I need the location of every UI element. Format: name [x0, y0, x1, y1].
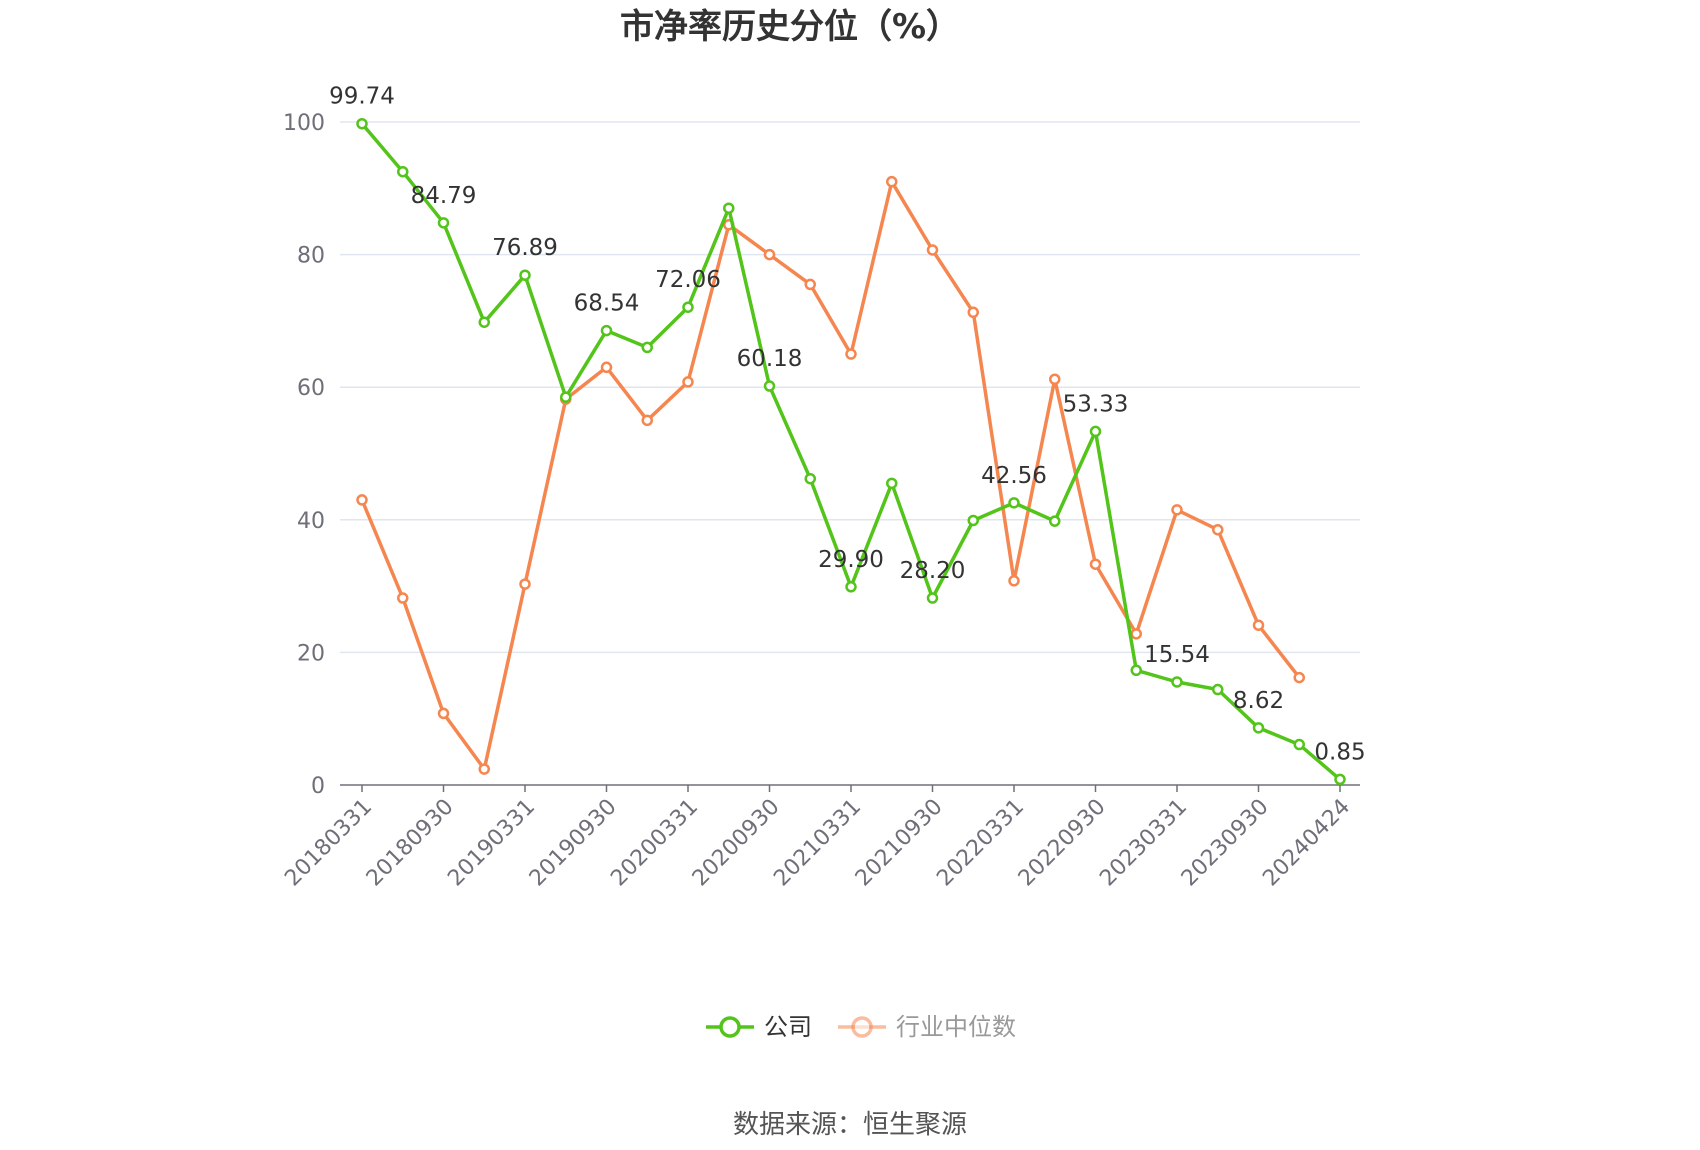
source-note: 数据来源：恒生聚源	[733, 1110, 967, 1140]
data-point	[437, 707, 450, 720]
legend-marker-icon	[851, 1016, 873, 1038]
x-tick-label: 20220331	[932, 794, 1029, 891]
series-layer	[356, 117, 1346, 786]
x-tick-label: 20190930	[525, 794, 622, 891]
data-point	[437, 217, 450, 229]
y-tick-label: 20	[297, 641, 325, 666]
y-tick-label: 0	[311, 774, 325, 799]
data-point	[1293, 671, 1305, 684]
data-point	[1252, 722, 1265, 734]
data-point	[723, 202, 735, 214]
data-point	[682, 301, 694, 313]
data-label: 8.62	[1233, 688, 1284, 714]
data-point	[1293, 738, 1305, 751]
x-tick-label: 20220930	[1014, 794, 1111, 891]
x-tick-label: 20230331	[1095, 794, 1192, 891]
data-point	[397, 165, 409, 178]
series-line	[360, 179, 1301, 771]
legend-label: 行业中位数	[896, 1013, 1016, 1041]
x-tick-label: 20210331	[769, 794, 866, 891]
data-point	[397, 592, 409, 604]
data-point	[478, 763, 490, 775]
series-line	[360, 122, 1342, 781]
x-axis: 2018033120180930201903312019093020200331…	[280, 784, 1360, 891]
data-label: 15.54	[1144, 642, 1210, 668]
y-tick-label: 80	[297, 244, 325, 269]
data-label: 84.79	[411, 183, 477, 209]
data-point	[845, 581, 857, 593]
data-point	[1171, 504, 1183, 516]
data-point	[356, 117, 368, 130]
x-tick-label: 20190331	[443, 794, 540, 891]
x-tick-label: 20210930	[851, 794, 948, 891]
x-tick-label: 20200331	[606, 794, 703, 891]
x-tick-label: 20200930	[688, 794, 785, 891]
legend: 公司 行业中位数	[706, 1013, 1016, 1041]
data-label: 68.54	[574, 291, 640, 317]
legend-label: 公司	[764, 1013, 812, 1041]
y-tick-label: 100	[283, 111, 325, 136]
data-point	[1252, 619, 1265, 631]
y-axis: 0 20 40 60 80 100	[283, 111, 325, 799]
data-point	[600, 361, 613, 374]
legend-item-industry-median[interactable]: 行业中位数	[838, 1013, 1016, 1041]
data-point	[356, 494, 368, 506]
x-tick-label: 20180930	[362, 794, 459, 891]
data-point	[560, 391, 572, 403]
chart-title: 市净率历史分位（%）	[620, 7, 960, 47]
data-point	[1008, 497, 1020, 509]
data-point	[641, 414, 653, 427]
data-point	[519, 269, 531, 281]
data-point	[886, 175, 898, 188]
x-tick-label: 20230930	[1177, 794, 1274, 891]
y-tick-label: 60	[297, 376, 325, 401]
data-point	[967, 514, 979, 527]
data-point	[682, 376, 694, 388]
data-label: 28.20	[900, 558, 966, 584]
data-point	[967, 306, 979, 319]
data-point	[763, 380, 776, 392]
x-tick-label: 20240424	[1258, 794, 1355, 891]
series-company	[356, 117, 1346, 786]
data-label: 0.85	[1314, 739, 1365, 765]
data-label: 53.33	[1063, 391, 1129, 417]
data-point	[804, 278, 816, 291]
data-point	[1049, 515, 1061, 527]
data-point	[1089, 558, 1102, 570]
data-point	[1334, 773, 1346, 786]
data-point	[886, 477, 898, 490]
data-point	[1089, 425, 1102, 438]
data-point	[519, 578, 531, 590]
data-label: 29.90	[818, 547, 884, 573]
data-point	[926, 592, 939, 604]
data-point	[804, 472, 816, 485]
data-point	[600, 324, 613, 337]
series-industry-median	[356, 175, 1305, 775]
data-labels: 99.74 84.79 76.89 68.54 72.06 60.18 29.90 28.20…	[329, 84, 1366, 766]
data-point	[1049, 373, 1061, 385]
data-label: 60.18	[737, 346, 803, 372]
legend-marker-icon	[719, 1016, 741, 1038]
data-label: 42.56	[981, 463, 1047, 489]
y-tick-label: 40	[297, 509, 325, 534]
data-point	[1171, 676, 1183, 688]
data-point	[845, 348, 857, 360]
data-point	[1130, 628, 1142, 640]
grid-lines	[340, 121, 1360, 654]
data-point	[1130, 664, 1142, 677]
legend-item-company[interactable]: 公司	[706, 1013, 812, 1041]
data-point	[1212, 523, 1224, 536]
data-label: 76.89	[492, 235, 558, 261]
data-point	[478, 316, 490, 328]
data-point	[763, 248, 776, 261]
data-label: 99.74	[329, 84, 395, 110]
data-point	[926, 244, 939, 256]
data-point	[1212, 683, 1224, 696]
data-point	[641, 341, 653, 354]
data-point	[1008, 575, 1020, 587]
x-tick-label: 20180331	[280, 794, 377, 891]
data-label: 72.06	[655, 267, 721, 293]
